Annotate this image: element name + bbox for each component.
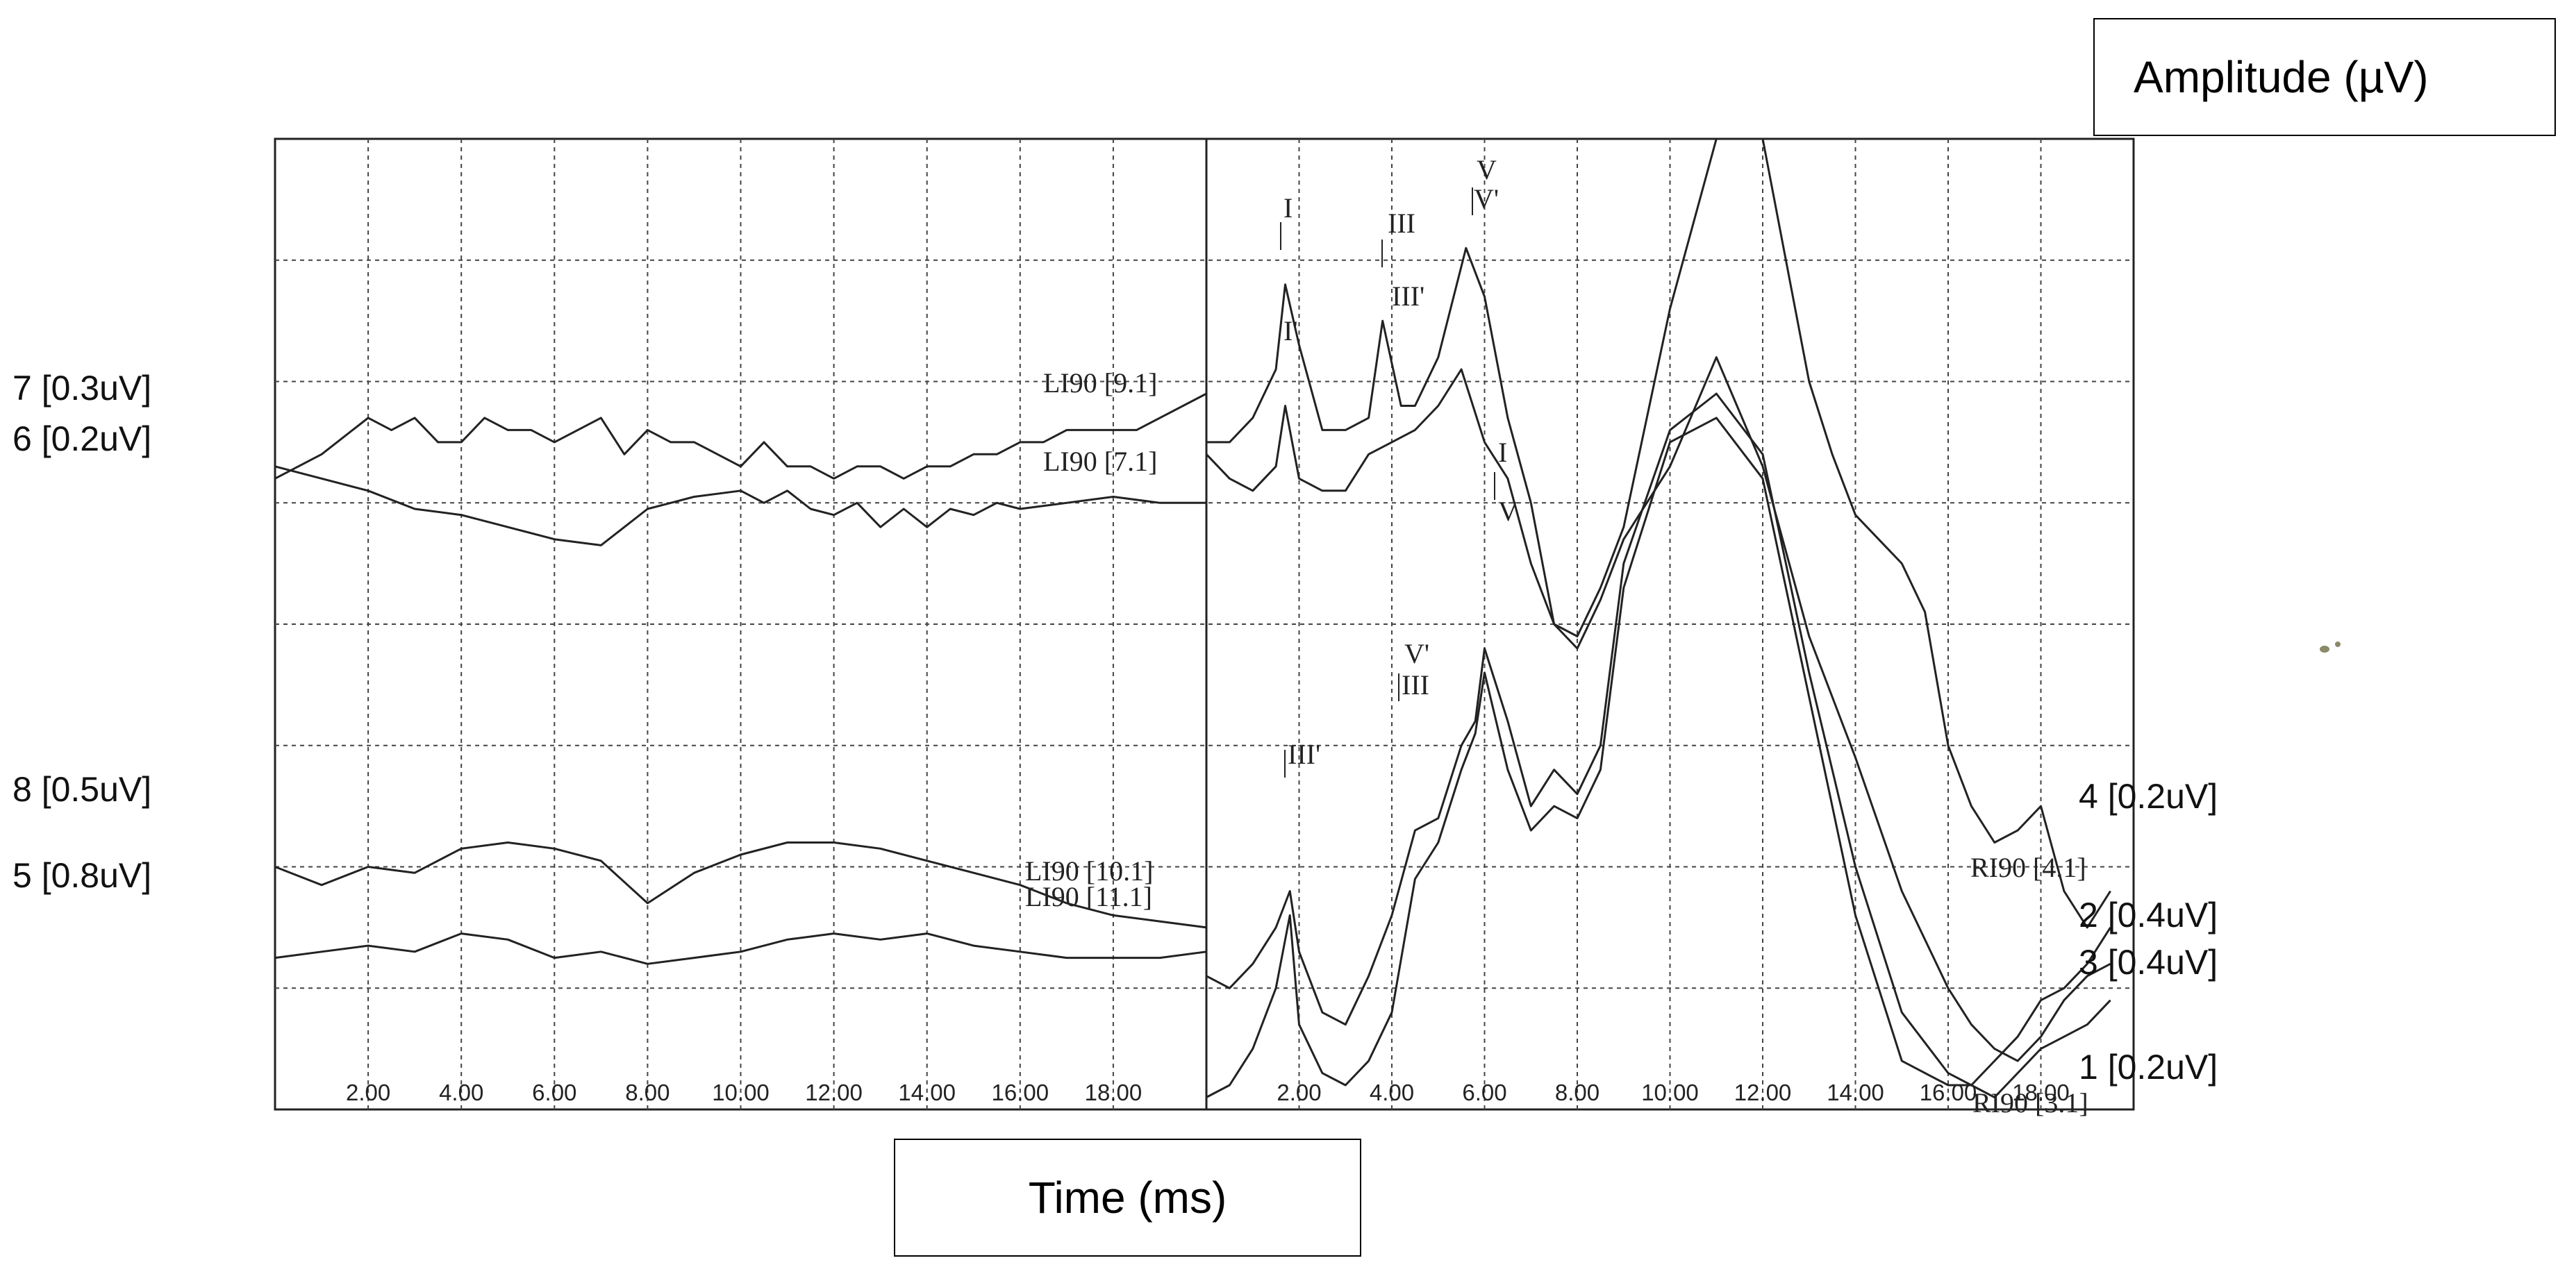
channel-label-3: 3 [0.4uV] [2079,943,2218,982]
x-tick-label: 2.00 [1277,1080,1321,1105]
trace-2-0-4uv- [1206,392,2111,1098]
peak-label: V [1477,154,1497,185]
x-tick-label: 4.00 [1370,1080,1414,1105]
peak-label: III' [1288,739,1320,770]
channel-label-4: 4 [0.2uV] [2079,777,2218,816]
scan-speck [2320,646,2329,653]
x-tick-label: 14.00 [898,1080,956,1105]
x-tick-label: 8.00 [1555,1080,1599,1105]
trace-li90-11-1- [274,932,1207,965]
trace-li90-7-1- [274,465,1206,546]
x-tick-label: 16.00 [992,1080,1049,1105]
annotations: LI90 [9.1] LI90 [7.1] LI90 [10.1]LI90 [11.… [1025,154,2088,1118]
channel-label-7: 7 [0.3uV] [13,369,152,408]
trace-ri90-4-1- [1206,137,2111,929]
tick-labels: 2.00 4.00 6.00 8.00 10.00 12.00 14.00 16.00 18.0… [346,1080,2070,1105]
channel-label-1: 1 [0.2uV] [2079,1048,2218,1087]
x-tick-label: 2.00 [346,1080,390,1105]
trace-label: LI90 [10.1] [1025,855,1153,887]
x-tick-label: 6.00 [532,1080,576,1105]
x-tick-label: 6.00 [1462,1080,1506,1105]
trace-label: LI90 [11.1] [1025,881,1152,912]
peak-label: I [1283,192,1293,224]
traces [274,137,2111,1098]
peak-label: V' [1404,638,1429,669]
trace-li90-9-1- [274,392,1207,480]
grid [274,137,2135,1111]
trace-ri90-3-1- [1205,356,2111,1062]
x-tick-label: 18.00 [1085,1080,1142,1105]
x-tick-label: 12.00 [805,1080,863,1105]
peak-label: I [1498,437,1507,468]
trace-label: RI90 [4.1] [1970,852,2086,883]
y-axis-label: Amplitude (µV) [2093,18,2556,136]
channel-label-8: 8 [0.5uV] [13,770,152,809]
trace-3-0-4uv- [1206,417,2111,1098]
x-tick-label: 10.00 [712,1080,770,1105]
peak-label: V [1498,496,1518,527]
peak-label: I' [1283,315,1298,346]
peak-label: III [1388,208,1415,239]
trace-label: LI90 [9.1] [1043,367,1157,399]
channel-label-2: 2 [0.4uV] [2079,896,2218,934]
peak-label: V' [1474,183,1499,215]
x-tick-label: 18.00 [2012,1080,2070,1105]
x-tick-label: 8.00 [625,1080,670,1105]
x-tick-label: 12.00 [1734,1080,1792,1105]
channel-label-5: 5 [0.8uV] [13,856,152,895]
trace-label: RI90 [3.1] [1972,1087,2088,1118]
x-tick-label: 4.00 [439,1080,483,1105]
x-tick-label: 14.00 [1827,1080,1884,1105]
peak-label: III [1402,669,1429,701]
trace-label: LI90 [7.1] [1043,446,1157,477]
trace-li90-10-1- [274,841,1207,929]
scan-speck [2335,642,2341,647]
peak-label: III' [1392,280,1424,312]
x-axis-label: Time (ms) [894,1139,1361,1257]
x-tick-label: 10.00 [1641,1080,1699,1105]
channel-label-6: 6 [0.2uV] [13,419,152,458]
x-tick-label: 16.00 [1920,1080,1977,1105]
